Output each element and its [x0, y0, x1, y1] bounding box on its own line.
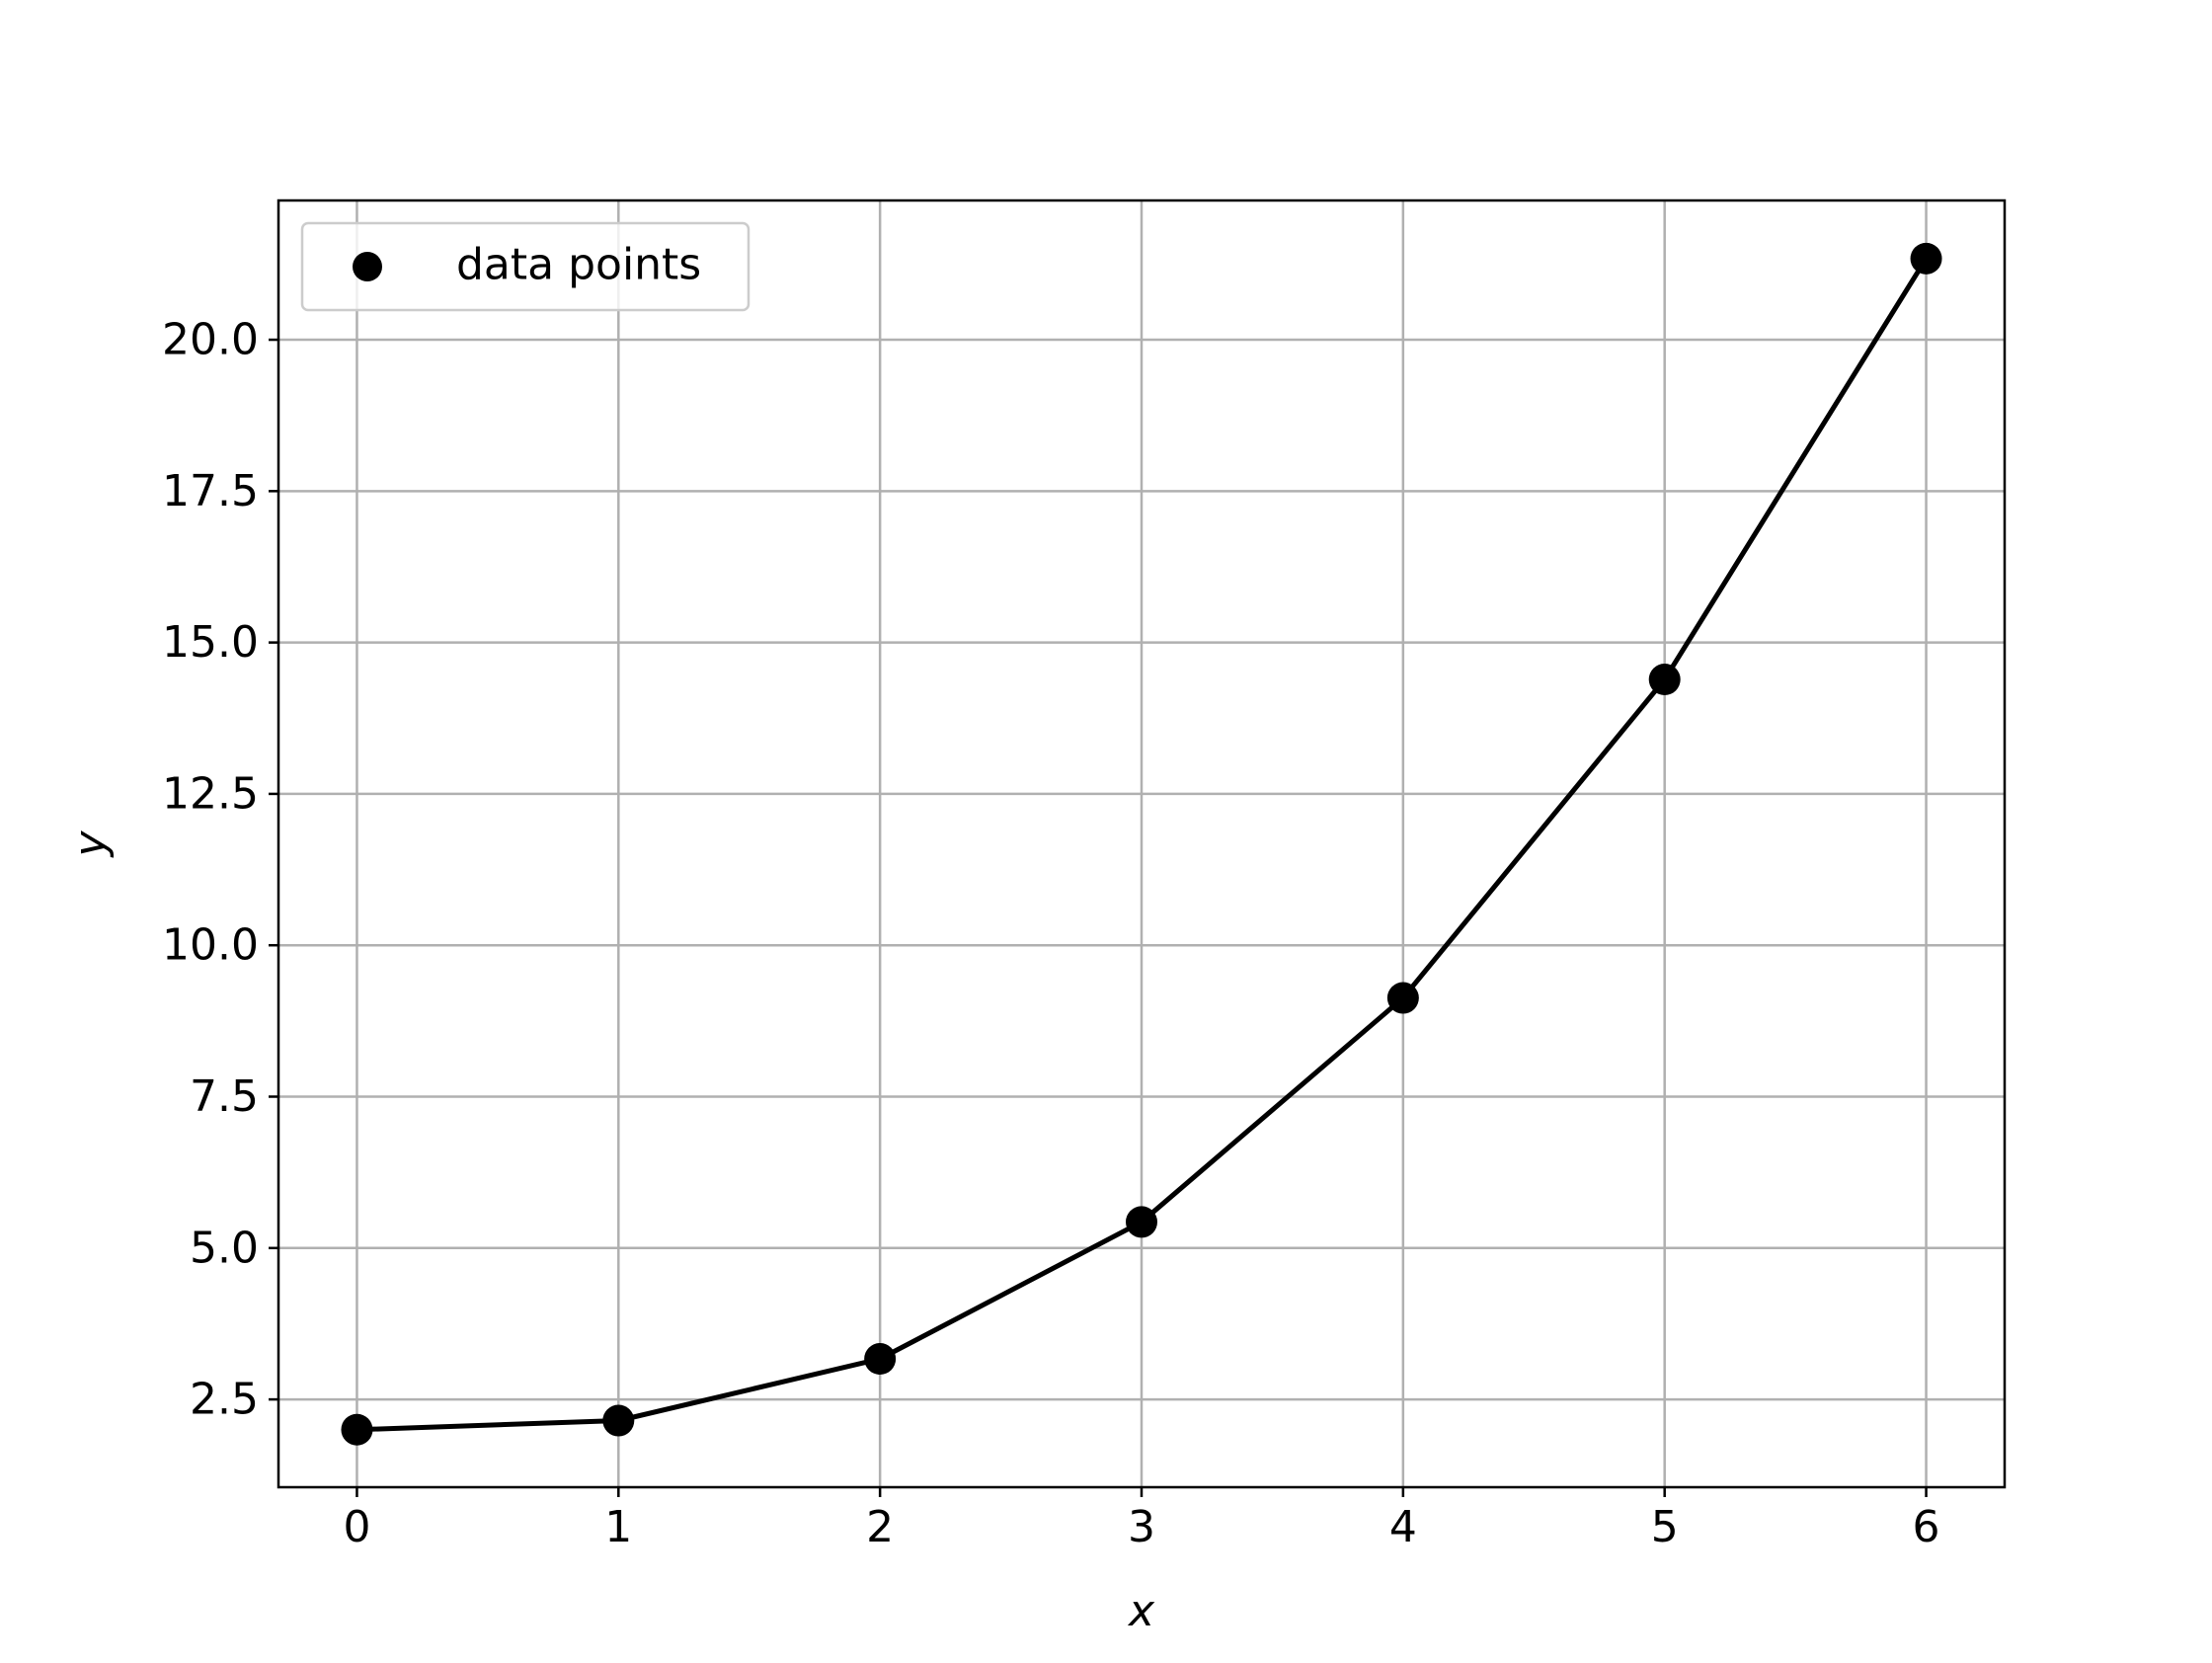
y-tick-label: 7.5 — [190, 1071, 259, 1122]
x-tick-label: 6 — [1913, 1502, 1940, 1552]
x-tick-label: 3 — [1128, 1502, 1155, 1552]
y-tick-label: 5.0 — [190, 1223, 259, 1273]
x-tick-label: 5 — [1651, 1502, 1679, 1552]
legend: data points — [300, 221, 750, 312]
plot-frame — [276, 198, 2007, 1489]
data-point — [602, 1404, 635, 1437]
y-tick-label: 2.5 — [190, 1375, 259, 1425]
legend-label: data points — [456, 240, 701, 290]
x-tick-label: 0 — [343, 1502, 370, 1552]
y-axis-label: y — [65, 831, 116, 859]
grid — [278, 200, 2005, 1487]
data-point — [864, 1343, 897, 1376]
legend-box — [300, 221, 750, 312]
series — [341, 242, 1942, 1446]
y-tick-label: 12.5 — [162, 768, 259, 819]
y-tick-label: 20.0 — [162, 315, 259, 365]
data-point — [1126, 1206, 1157, 1238]
x-axis-label: x — [1127, 1586, 1155, 1636]
data-point — [1910, 242, 1942, 275]
legend-marker — [353, 252, 382, 281]
data-point — [1386, 982, 1419, 1014]
y-tick-label: 15.0 — [162, 617, 259, 668]
x-tick-label: 2 — [866, 1502, 894, 1552]
x-tick-label: 1 — [604, 1502, 632, 1552]
x-axis-ticks: 0 1 2 3 4 5 6 — [343, 1487, 1940, 1552]
y-tick-label: 10.0 — [162, 920, 259, 971]
data-point — [341, 1413, 373, 1446]
y-tick-label: 17.5 — [162, 466, 259, 516]
x-tick-label: 4 — [1389, 1502, 1417, 1552]
data-point — [1648, 664, 1681, 696]
y-axis-ticks: 2.5 5.0 7.5 10.0 12.5 15.0 17.5 20.0 — [162, 315, 278, 1425]
